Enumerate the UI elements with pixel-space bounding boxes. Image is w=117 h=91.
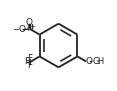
Text: F: F <box>27 61 32 70</box>
Text: −: − <box>13 25 20 34</box>
Text: O: O <box>26 18 33 27</box>
Text: CH: CH <box>93 57 105 66</box>
Text: O: O <box>85 57 92 66</box>
Text: F: F <box>27 54 32 63</box>
Text: 3: 3 <box>96 60 100 65</box>
Text: N: N <box>26 24 33 33</box>
Text: O: O <box>18 25 25 34</box>
Text: +: + <box>29 24 35 30</box>
Text: F: F <box>24 57 29 66</box>
